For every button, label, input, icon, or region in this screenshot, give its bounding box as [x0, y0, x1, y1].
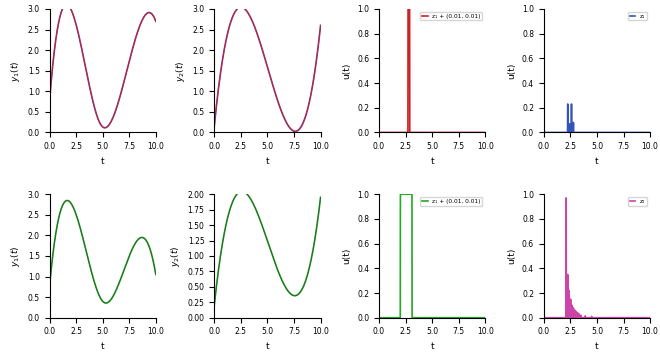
Y-axis label: u(t): u(t)	[343, 248, 352, 264]
X-axis label: t: t	[595, 342, 599, 351]
Legend: z₂: z₂	[628, 197, 647, 206]
X-axis label: t: t	[595, 157, 599, 166]
Y-axis label: u(t): u(t)	[343, 62, 352, 79]
Legend: z₁: z₁	[628, 12, 647, 20]
X-axis label: t: t	[430, 157, 434, 166]
Y-axis label: u(t): u(t)	[508, 62, 516, 79]
X-axis label: t: t	[265, 342, 269, 351]
Y-axis label: $y_1(t)$: $y_1(t)$	[9, 245, 22, 267]
X-axis label: t: t	[101, 342, 104, 351]
Y-axis label: $y_2(t)$: $y_2(t)$	[174, 60, 187, 81]
X-axis label: t: t	[430, 342, 434, 351]
Y-axis label: u(t): u(t)	[508, 248, 516, 264]
Y-axis label: $y_2(t)$: $y_2(t)$	[169, 245, 182, 267]
X-axis label: t: t	[101, 157, 104, 166]
X-axis label: t: t	[265, 157, 269, 166]
Legend: z₁ + (0.01, 0.01): z₁ + (0.01, 0.01)	[420, 12, 482, 20]
Legend: z₁ + (0.01, 0.01): z₁ + (0.01, 0.01)	[420, 197, 482, 206]
Y-axis label: $y_1(t)$: $y_1(t)$	[9, 60, 22, 81]
